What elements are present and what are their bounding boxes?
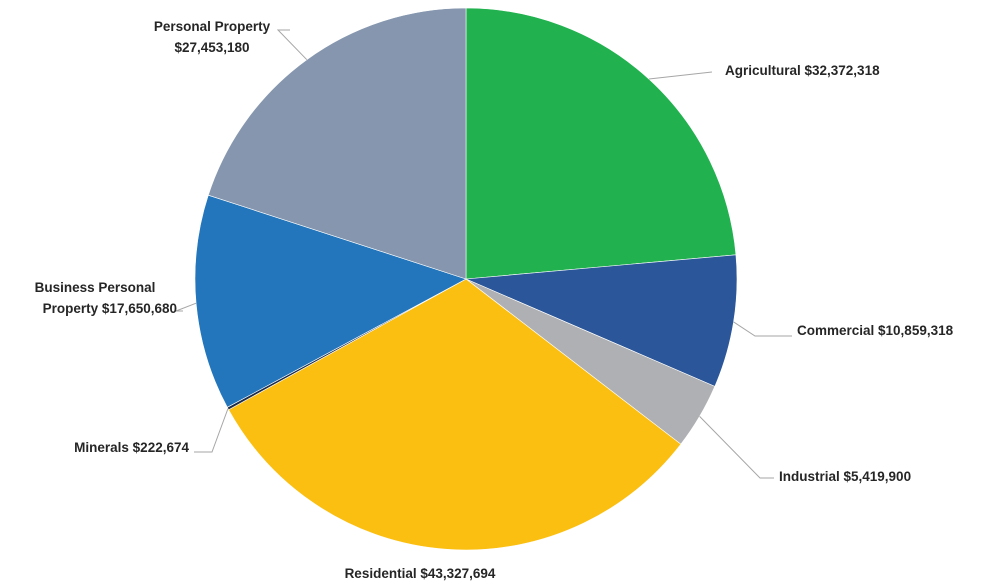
leader-line-industrial: [699, 416, 774, 479]
pie-slices: [194, 7, 738, 551]
label-business-personal-property-line1: Business Personal: [35, 280, 156, 295]
leader-lines: [175, 29, 792, 479]
leader-line-agricultural: [648, 71, 713, 80]
label-minerals: Minerals $222,674: [74, 440, 189, 455]
slice-personal-property: [207, 7, 467, 280]
label-commercial: Commercial $10,859,318: [797, 323, 954, 338]
leader-line-personal-property: [276, 29, 308, 61]
slice-agricultural: [465, 7, 737, 280]
label-personal-property-line2: $27,453,180: [174, 40, 249, 55]
leader-line-business-personal-property: [175, 302, 197, 312]
label-business-personal-property-line2: Property $17,650,680: [43, 301, 177, 316]
label-industrial: Industrial $5,419,900: [779, 469, 911, 484]
label-agricultural: Agricultural $32,372,318: [725, 63, 880, 78]
slice-commercial: [465, 254, 738, 387]
label-residential: Residential $43,327,694: [345, 566, 496, 581]
leader-line-minerals: [194, 408, 229, 453]
leader-line-commercial: [733, 321, 792, 337]
label-personal-property-line1: Personal Property: [154, 19, 271, 34]
slice-residential: [228, 278, 682, 551]
